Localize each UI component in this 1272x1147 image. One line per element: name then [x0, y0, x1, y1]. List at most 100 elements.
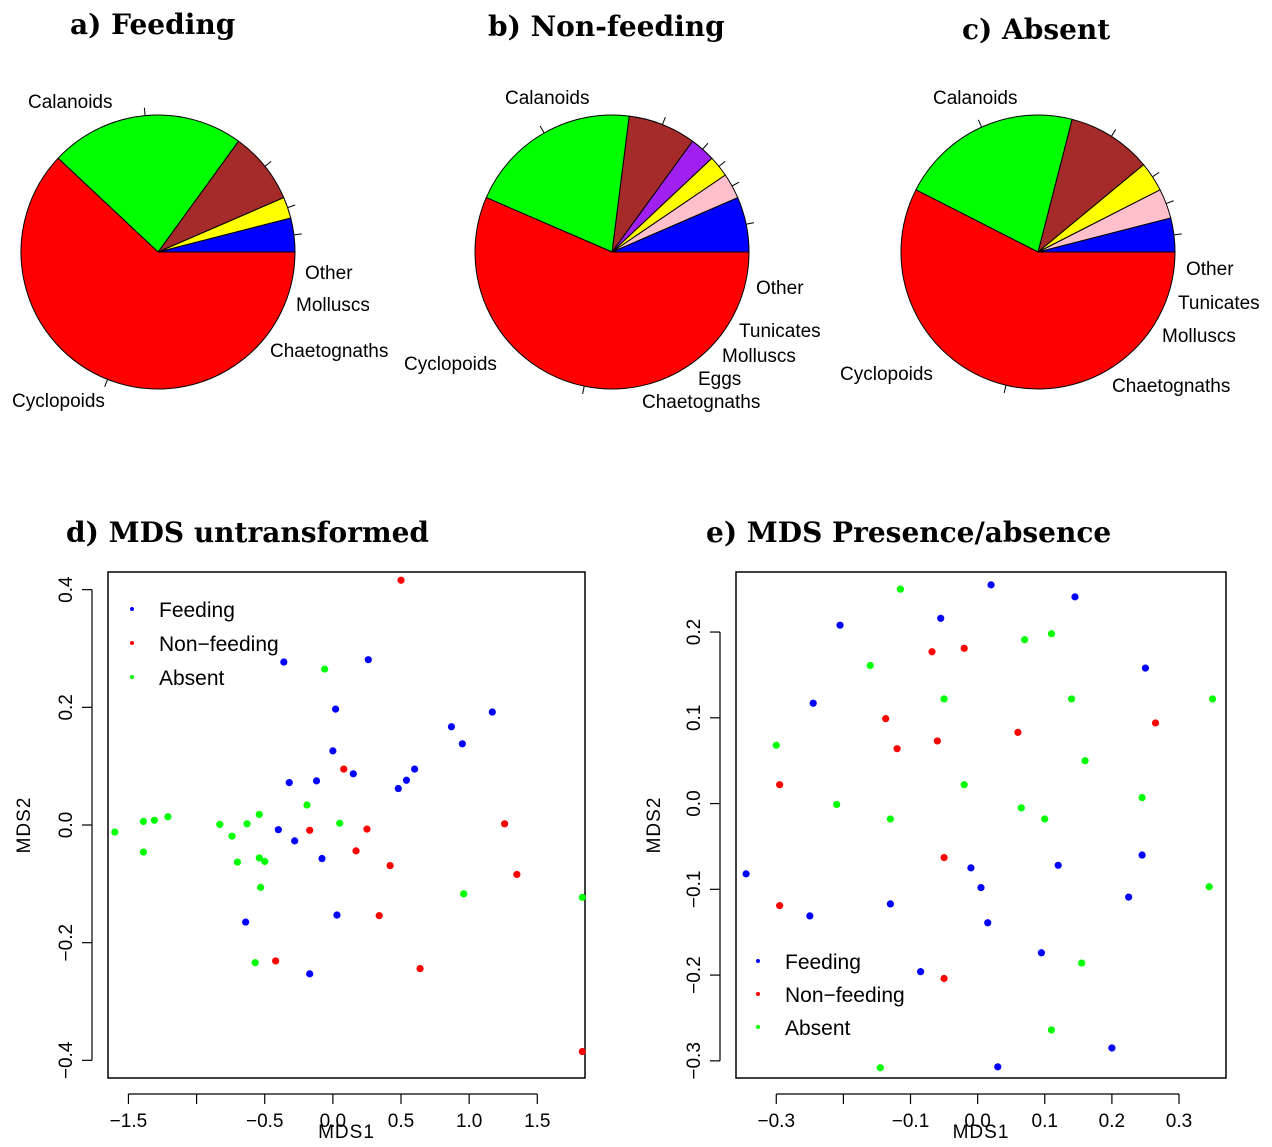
point-absent	[255, 854, 263, 862]
pie-leader-chaetognaths	[661, 116, 666, 125]
y-tick-label: 0.1	[684, 705, 705, 731]
point-non-feeding	[1014, 728, 1022, 736]
plot-frame	[735, 571, 1227, 1079]
point-feeding	[1071, 593, 1079, 601]
pie-leader-cyclopoids	[143, 107, 146, 116]
point-absent	[255, 810, 263, 819]
point-feeding	[274, 826, 282, 834]
point-non-feeding	[340, 765, 348, 773]
point-absent	[1047, 1026, 1056, 1034]
point-feeding	[1054, 861, 1062, 869]
pie-leader-other	[1173, 233, 1182, 236]
x-tick-label: −0.1	[892, 1111, 930, 1132]
point-absent	[1205, 883, 1213, 891]
pie-label-molluscs: Molluscs	[1162, 326, 1236, 347]
pie-label-chaetognaths: Chaetognaths	[642, 392, 760, 413]
pie-label-chaetognaths: Chaetognaths	[1112, 376, 1230, 397]
point-feeding	[285, 779, 293, 787]
point-non-feeding	[882, 715, 890, 723]
pie-leader-molluscs	[1152, 171, 1160, 178]
point-non-feeding	[416, 964, 424, 973]
point-feeding	[1141, 664, 1150, 672]
point-absent	[228, 832, 236, 840]
point-absent	[303, 801, 311, 809]
point-absent	[150, 816, 158, 824]
pie-slice-chaetognaths	[1037, 118, 1145, 254]
y-tick-label: 0.4	[56, 576, 77, 603]
pie-leader-molluscs	[718, 160, 726, 167]
y-tick-label: −0.1	[684, 871, 705, 909]
pie-leader-tunicates	[1165, 200, 1174, 205]
point-absent	[251, 959, 259, 967]
pie-leader-tunicates	[731, 181, 740, 187]
point-non-feeding	[893, 745, 901, 753]
point-non-feeding	[578, 1047, 586, 1056]
pie-leader-calanoids	[1003, 385, 1007, 394]
point-feeding	[977, 884, 985, 892]
pie-leader-molluscs	[287, 204, 296, 209]
pie-leader-calanoids	[582, 386, 585, 395]
point-feeding	[488, 708, 496, 716]
point-non-feeding	[928, 648, 936, 656]
point-non-feeding	[513, 870, 521, 879]
legend-marker-absent	[130, 675, 134, 679]
point-absent	[321, 665, 329, 673]
point-absent	[233, 858, 242, 866]
x-tick-label: 0.2	[1099, 1111, 1125, 1132]
point-feeding	[1125, 893, 1133, 901]
pie-leader-cyclopoids	[977, 119, 983, 128]
point-absent	[1081, 757, 1089, 765]
pie-leader-chaetognaths	[1110, 129, 1117, 137]
point-absent	[886, 815, 894, 823]
point-feeding	[349, 770, 357, 778]
legend-marker-non-feeding	[756, 992, 760, 996]
legend-label-absent: Absent	[785, 1017, 851, 1040]
x-tick-label: 1.5	[524, 1111, 550, 1132]
pie-slice-cyclopoids	[57, 114, 240, 253]
pie-b-title: b) Non-feeding	[488, 10, 725, 43]
pie-leader-other	[293, 233, 302, 236]
point-feeding	[394, 784, 402, 793]
pie-a-title: a) Feeding	[70, 8, 235, 41]
x-tick-label: −1.5	[110, 1111, 148, 1132]
point-feeding	[967, 864, 975, 872]
point-absent	[833, 800, 841, 809]
point-non-feeding	[363, 825, 371, 833]
pie-slice-calanoids	[20, 157, 296, 390]
pie-leader-other	[746, 222, 755, 225]
x-tick-label: −0.5	[246, 1111, 284, 1132]
y-tick-label: 0.2	[56, 694, 77, 720]
point-feeding	[333, 911, 341, 919]
scatter-d-title: d) MDS untransformed	[66, 516, 429, 549]
point-absent	[243, 820, 251, 828]
point-non-feeding	[940, 853, 948, 862]
point-non-feeding	[375, 912, 383, 920]
point-absent	[866, 661, 874, 670]
pie-leader-chaetognaths	[264, 160, 272, 167]
point-feeding	[312, 777, 321, 785]
point-feeding	[291, 837, 299, 845]
legend-marker-feeding	[130, 607, 134, 611]
point-absent	[1021, 636, 1029, 644]
pie-label-molluscs: Molluscs	[296, 295, 370, 316]
pie-leader-cyclopoids	[539, 125, 545, 134]
y-tick-label: −0.3	[684, 1042, 705, 1080]
pie-label-other: Other	[305, 263, 353, 284]
pie-label-chaetognaths: Chaetognaths	[270, 341, 388, 362]
point-feeding	[886, 900, 894, 908]
point-non-feeding	[776, 902, 784, 910]
plot-frame	[107, 571, 586, 1079]
point-non-feeding	[272, 957, 280, 965]
x-tick-label: 0.0	[964, 1111, 990, 1132]
point-non-feeding	[940, 974, 948, 983]
point-absent	[257, 883, 265, 891]
point-non-feeding	[386, 861, 394, 870]
pie-label-cyclopoids: Cyclopoids	[840, 364, 933, 385]
scatter-e-title: e) MDS Presence/absence	[706, 516, 1111, 549]
y-tick-label: 0.0	[56, 812, 77, 838]
point-feeding	[987, 581, 995, 589]
point-absent	[216, 820, 224, 829]
pie-label-other: Other	[1186, 259, 1234, 280]
point-absent	[1041, 815, 1049, 823]
